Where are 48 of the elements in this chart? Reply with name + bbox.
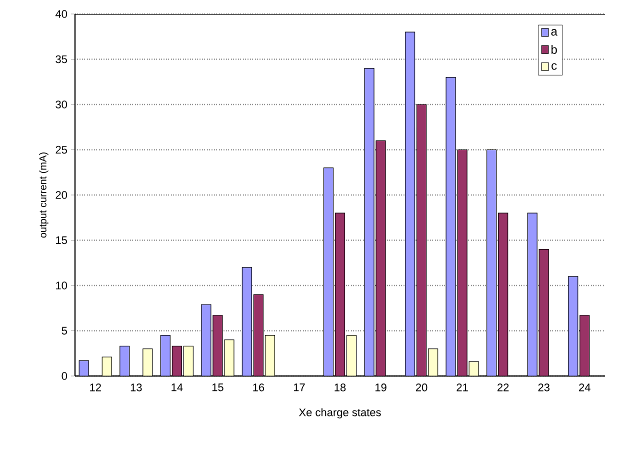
bar bbox=[253, 294, 264, 376]
x-tick-label: 17 bbox=[294, 384, 305, 392]
x-tick-label: 23 bbox=[538, 384, 550, 392]
bar bbox=[346, 334, 357, 376]
bar bbox=[580, 315, 590, 376]
legend-label: c bbox=[552, 63, 557, 70]
bar bbox=[428, 348, 438, 376]
bar bbox=[404, 32, 416, 376]
y-axis-title: output current (mA) bbox=[39, 152, 48, 238]
bar bbox=[242, 267, 252, 376]
bar bbox=[102, 356, 112, 376]
bar bbox=[568, 276, 578, 376]
y-tick-label: 10 bbox=[56, 282, 68, 290]
y-tick-label: 40 bbox=[55, 10, 68, 18]
y-tick-label: 15 bbox=[56, 236, 67, 244]
x-tick-label: 21 bbox=[456, 384, 468, 392]
legend-label: b bbox=[552, 45, 557, 54]
bar bbox=[264, 334, 276, 376]
x-tick-label: 20 bbox=[416, 384, 428, 392]
y-tick-label: 25 bbox=[56, 146, 67, 154]
y-tick-label: 35 bbox=[56, 55, 67, 64]
x-tick-label: 15 bbox=[212, 384, 224, 392]
x-tick-label: 14 bbox=[172, 384, 183, 392]
y-tick-label: 20 bbox=[56, 191, 68, 199]
legend-label: a bbox=[551, 29, 558, 36]
bar bbox=[120, 346, 130, 376]
x-tick-label: 12 bbox=[90, 384, 101, 392]
bar bbox=[142, 348, 153, 376]
bar bbox=[416, 104, 427, 376]
x-tick-label: 22 bbox=[498, 384, 509, 392]
x-tick-label: 18 bbox=[334, 384, 346, 392]
x-tick-label: 19 bbox=[375, 384, 386, 392]
y-tick-label: 5 bbox=[62, 326, 67, 335]
x-tick-label: 13 bbox=[130, 384, 142, 392]
bar bbox=[323, 168, 334, 376]
x-axis-title: Xe charge states bbox=[298, 408, 381, 418]
bar bbox=[160, 334, 170, 376]
y-tick-label: 30 bbox=[56, 100, 68, 108]
bar bbox=[183, 346, 194, 376]
bar bbox=[334, 212, 346, 376]
bar bbox=[538, 249, 549, 376]
bar bbox=[527, 212, 538, 376]
bar bbox=[498, 212, 508, 376]
y-tick-label: 0 bbox=[62, 372, 68, 380]
x-tick-label: 24 bbox=[579, 384, 590, 392]
x-tick-label: 16 bbox=[253, 384, 264, 392]
bar bbox=[172, 346, 182, 376]
bar bbox=[486, 149, 497, 376]
